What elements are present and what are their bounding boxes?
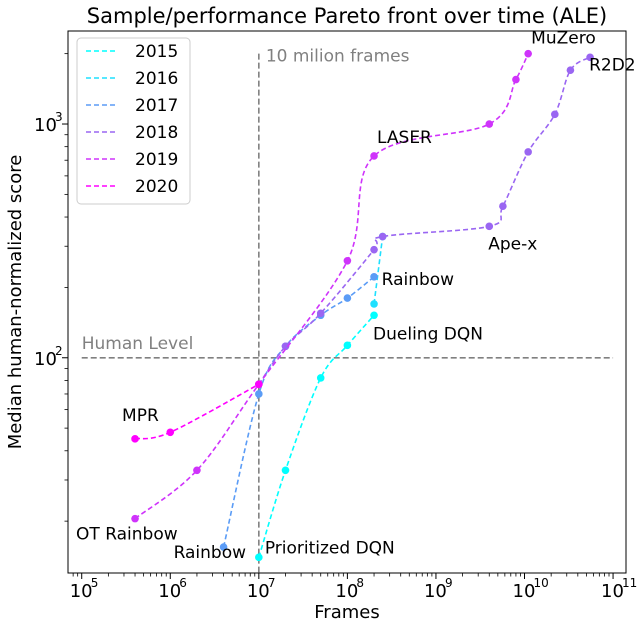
data-point-2018-8: [551, 110, 559, 119]
x-tick-label-exponent: 10: [534, 576, 549, 590]
y-tick-label-exponent: 2: [55, 344, 63, 358]
series-line-2015: [258, 314, 375, 558]
data-point-2017-0: [219, 543, 228, 551]
x-axis-label: Frames: [314, 602, 379, 623]
legend-label-2015: 2015: [135, 42, 178, 62]
data-point-2017-5: [370, 273, 378, 281]
data-point-2020-2: [255, 380, 263, 389]
annotation-label: Ape-x: [488, 234, 537, 254]
annotation-label: Rainbow: [382, 270, 455, 290]
data-point-2015-2: [316, 374, 325, 382]
x-tick-label-exponent: 11: [622, 576, 637, 590]
x-tick-label-exponent: 6: [179, 576, 187, 590]
annotation-label: OT Rainbow: [76, 525, 178, 545]
data-point-2019-4: [370, 152, 378, 160]
data-point-2019-6: [512, 75, 520, 84]
series-line-2016: [373, 236, 384, 305]
series-line-2018: [258, 56, 591, 385]
x-tick-label-base: 10: [70, 581, 93, 602]
legend-label-2020: 2020: [135, 177, 178, 197]
data-point-2019-1: [193, 466, 201, 475]
data-point-2016-0: [370, 300, 378, 308]
data-point-2015-0: [255, 553, 263, 562]
chart-title: Sample/performance Pareto front over tim…: [87, 4, 607, 28]
data-point-2019-7: [524, 49, 532, 58]
data-point-2019-5: [485, 120, 494, 128]
legend-box: [76, 37, 191, 205]
data-point-2018-5: [485, 222, 494, 231]
x-tick-label-exponent: 8: [356, 576, 364, 590]
legend-label-2016: 2016: [135, 69, 178, 89]
series-line-2017: [222, 276, 375, 548]
data-point-2017-4: [343, 294, 352, 302]
annotation-label: Dueling DQN: [373, 324, 483, 344]
y-axis-label: Median human-normalized score: [5, 155, 26, 450]
data-point-2018-1: [281, 342, 290, 351]
data-point-2020-0: [131, 435, 139, 443]
data-point-2015-1: [281, 466, 290, 475]
x-tick-label-exponent: 9: [445, 576, 453, 590]
legend-label-2017: 2017: [135, 96, 178, 116]
legend: 2015 2016 2017 2018 2019 2020: [76, 37, 191, 205]
data-point-2018-10: [586, 53, 594, 62]
series-layer: [131, 49, 594, 562]
y-tick-label-exponent: 3: [55, 110, 63, 124]
human-level-label: Human Level: [82, 334, 194, 354]
x-tick-label-base: 10: [335, 581, 358, 602]
y-tick-label-base: 10: [34, 349, 57, 370]
x-tick-label-base: 10: [158, 581, 181, 602]
data-point-2018-3: [370, 245, 378, 254]
data-point-2015-4: [370, 311, 378, 320]
x-tick-label-base: 10: [601, 581, 624, 602]
legend-label-2018: 2018: [135, 123, 178, 143]
data-point-2018-7: [524, 148, 532, 156]
series-line-2019: [134, 53, 529, 520]
data-point-2018-6: [499, 202, 507, 211]
data-point-2015-3: [343, 341, 352, 350]
data-point-2017-1: [255, 390, 263, 398]
legend-label-2019: 2019: [135, 150, 178, 170]
annotation-label: LASER: [377, 128, 432, 148]
annotation-label: MuZero: [531, 29, 596, 49]
annotations: MuZero R2D2 LASER Ape-x Rainbow Dueling DQN MP…: [76, 29, 636, 563]
annotation-label: R2D2: [589, 55, 636, 75]
data-point-2018-9: [566, 66, 575, 74]
data-point-2019-0: [131, 514, 139, 523]
data-point-2019-3: [343, 256, 352, 265]
data-point-2018-2: [316, 309, 325, 318]
annotation-label: Rainbow: [174, 543, 247, 563]
x-tick-label-base: 10: [247, 581, 270, 602]
x-tick-label-exponent: 7: [268, 576, 276, 590]
annotation-label: MPR: [122, 406, 159, 426]
x-tick-label-base: 10: [513, 581, 536, 602]
data-point-2018-4: [378, 232, 387, 241]
x-tick-label-exponent: 5: [91, 576, 99, 590]
ten-million-frames-label: 10 milion frames: [266, 47, 410, 67]
data-point-2020-1: [166, 428, 175, 437]
reference-lines: Human Level 10 milion frames: [81, 47, 614, 573]
x-tick-label-base: 10: [424, 581, 447, 602]
y-tick-label-base: 10: [34, 115, 57, 136]
annotation-label: Prioritized DQN: [265, 538, 395, 558]
